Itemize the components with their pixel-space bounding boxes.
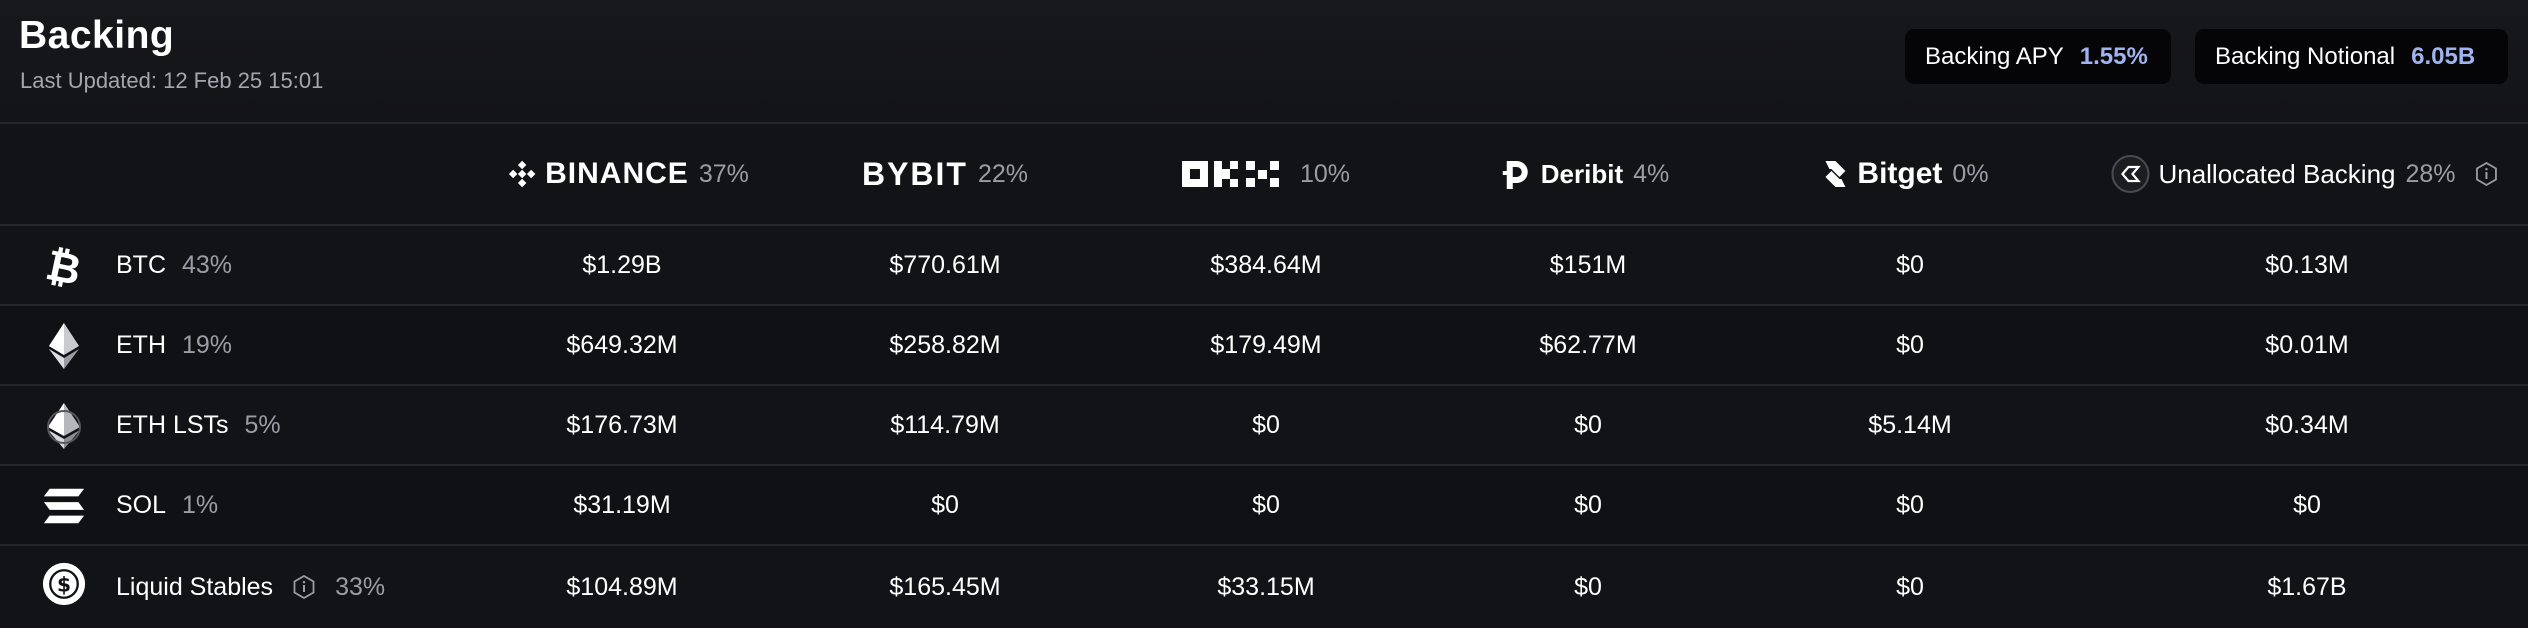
table-row-eth: ETH 19% $649.32M $258.82M $179.49M $62.77… [0,306,2528,386]
table-row-eth-lsts: ETH LSTs 5% $176.73M $114.79M $0 $0 $5.14… [0,386,2528,466]
value-cell: $176.73M [566,410,678,439]
solana-icon [42,484,86,528]
exchange-pct: 22% [977,159,1029,188]
value-cell: $104.89M [566,572,678,601]
asset-name: BTC [116,250,166,279]
value-cell: $0 [1574,410,1602,439]
table-row-btc: ₿ BTC 43% $1.29B $770.61M $384.64M $151M … [0,226,2528,306]
value-cell: $33.15M [1217,572,1315,601]
exchange-pct: 28% [2405,159,2456,188]
unallocated-icon [2110,154,2150,194]
value-cell: $0 [1252,490,1280,519]
value-cell: $258.82M [889,330,1001,359]
asset-pct: 33% [335,572,386,601]
value-cell: $31.19M [573,490,671,519]
value-cell: $0.13M [2265,250,2349,279]
table-row-sol: SOL 1% $31.19M $0 $0 $0 $0 $0 [0,466,2528,546]
bybit-wordmark: BYBIT [861,155,968,192]
value-cell: $165.45M [889,572,1001,601]
value-cell: $0 [1896,572,1924,601]
page-header: Backing Last Updated: 12 Feb 25 15:01 Ba… [0,0,2528,124]
exchange-pct: 37% [698,159,749,188]
asset-name: ETH LSTs [116,410,229,439]
value-cell: $0 [1252,410,1280,439]
asset-pct: 5% [244,410,281,439]
value-cell: $0 [2293,490,2321,519]
info-icon[interactable] [291,574,317,600]
page-title: Backing [19,14,175,57]
exchange-name: Deribit [1540,158,1624,189]
value-cell: $770.61M [889,250,1001,279]
asset-name: Liquid Stables [116,572,274,601]
okx-icon [1181,159,1282,189]
backing-apy-value: 1.55% [2079,42,2148,70]
backing-notional-badge: Backing Notional 6.05B [2195,29,2508,84]
backing-notional-label: Backing Notional [2215,42,2396,70]
backing-apy-badge: Backing APY 1.55% [1905,29,2171,84]
value-cell: $0 [1896,490,1924,519]
asset-name: ETH [116,330,166,359]
exchange-name: Unallocated Backing [2158,158,2396,189]
svg-text:₿: ₿ [44,244,84,288]
value-cell: $151M [1549,250,1627,279]
backing-apy-label: Backing APY [1925,42,2064,70]
bitget-icon [1821,159,1849,189]
exchange-header-row: BINANCE 37% BYBIT 22% 10% [0,124,2528,226]
asset-pct: 1% [182,490,219,519]
eth-lst-icon [42,403,86,449]
value-cell: $5.14M [1868,410,1952,439]
value-cell: $179.49M [1210,330,1322,359]
value-cell: $0.34M [2265,410,2349,439]
deribit-icon [1501,157,1533,191]
value-cell: $114.79M [890,410,1000,439]
table-row-liquid-stables: $ Liquid Stables 33% $104.89M $165.45M $… [0,546,2528,628]
exchange-name: Bitget [1857,157,1943,190]
binance-icon [507,159,537,189]
last-updated: Last Updated: 12 Feb 25 15:01 [20,68,324,93]
exchange-deribit: Deribit 4% [1501,124,1669,224]
info-icon[interactable] [2474,161,2500,187]
exchange-okx: 10% [1181,124,1351,224]
exchange-binance: BINANCE 37% [507,124,749,224]
value-cell: $0.01M [2265,330,2349,359]
asset-pct: 19% [182,330,233,359]
exchange-pct: 0% [1952,159,1989,188]
value-cell: $0 [1896,250,1924,279]
value-cell: $0 [1574,490,1602,519]
backing-notional-value: 6.05B [2411,42,2476,70]
asset-name: SOL [116,490,167,519]
ethereum-icon [42,323,86,369]
exchange-unallocated: Unallocated Backing 28% [2110,124,2499,224]
value-cell: $0 [1574,572,1602,601]
value-cell: $0 [931,490,959,519]
exchange-pct: 4% [1633,159,1670,188]
exchange-name: BINANCE [545,157,689,190]
exchange-pct: 10% [1299,159,1351,188]
asset-pct: 43% [182,250,233,279]
stablecoin-icon: $ [42,562,86,606]
value-cell: $1.29B [582,250,662,279]
value-cell: $0 [1896,330,1924,359]
value-cell: $62.77M [1539,330,1637,359]
value-cell: $384.64M [1210,250,1322,279]
value-cell: $1.67B [2267,572,2347,601]
value-cell: $649.32M [566,330,678,359]
exchange-bybit: BYBIT 22% [862,124,1028,224]
exchange-bitget: Bitget 0% [1821,124,1989,224]
bitcoin-icon: ₿ [42,244,86,288]
svg-text:$: $ [57,572,71,596]
